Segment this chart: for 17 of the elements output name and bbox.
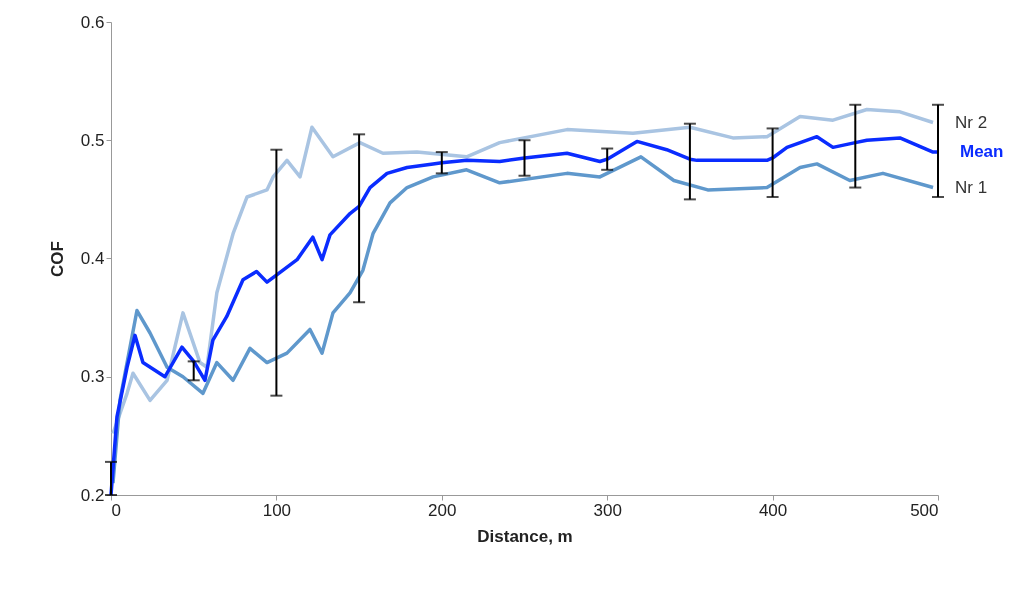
series-label: Nr 2 [955,112,988,132]
y-tick-label: 0.2 [80,485,105,505]
x-tick-label: 200 [428,500,457,520]
x-tick-label: 300 [593,500,622,520]
y-tick-label: 0.4 [80,249,105,268]
x-tick-label: 100 [262,500,292,520]
y-tick-label: 0.3 [80,367,105,387]
series-label: Nr 1 [955,177,988,197]
series-label: Mean [960,142,1004,162]
x-tick-label: 0 [111,500,121,520]
x-axis-title: Distance, m [477,526,573,546]
y-tick-label: 0.5 [80,130,105,150]
x-tick-label: 400 [758,500,788,520]
line-series [111,107,935,436]
y-tick-label: 0.6 [80,12,105,32]
y-axis-title: COF [47,241,67,277]
x-tick-label: 500 [910,500,939,520]
